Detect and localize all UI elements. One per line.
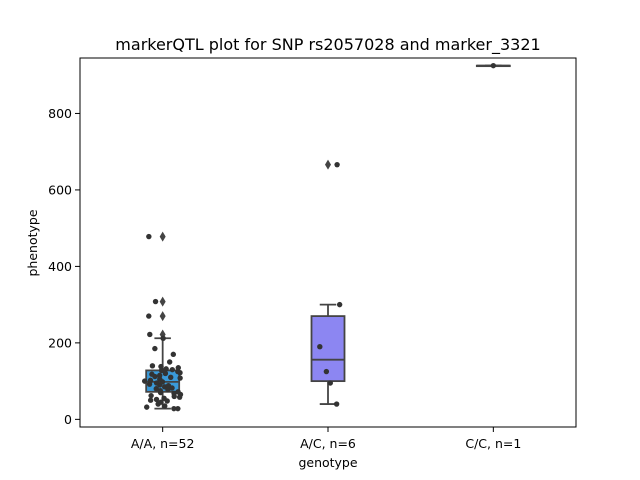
data-point	[148, 392, 154, 399]
data-point	[157, 376, 163, 382]
data-point	[327, 380, 334, 386]
x-tick-label: A/A, n=52	[131, 436, 195, 451]
data-point	[152, 298, 159, 305]
data-point	[146, 233, 152, 240]
data-point	[147, 331, 153, 338]
data-point	[163, 366, 169, 372]
x-tick-label: A/C, n=6	[300, 436, 356, 451]
data-point	[157, 372, 163, 379]
data-point	[158, 363, 164, 370]
data-point	[158, 399, 164, 405]
outlier-marker	[159, 311, 166, 322]
data-point	[490, 62, 497, 69]
x-axis-label: genotype	[298, 455, 357, 470]
data-point	[175, 405, 181, 412]
x-axis: A/A, n=52 A/C, n=6 C/C, n=1	[131, 427, 521, 451]
data-point	[160, 335, 166, 341]
y-tick-label: 200	[48, 335, 72, 350]
data-point	[149, 371, 155, 377]
data-point	[317, 343, 323, 350]
data-point	[323, 368, 330, 375]
data-point	[141, 378, 148, 384]
outlier-marker	[159, 231, 166, 242]
data-point	[336, 301, 343, 308]
y-tick-label: 0	[64, 412, 72, 427]
data-point	[168, 374, 174, 380]
data-point	[334, 161, 340, 168]
data-point	[147, 397, 154, 403]
data-point	[157, 387, 163, 394]
outlier-marker	[159, 296, 166, 307]
data-point	[165, 383, 172, 389]
data-point	[153, 396, 160, 403]
data-point	[169, 366, 176, 373]
data-point	[171, 405, 177, 412]
data-point	[149, 363, 156, 369]
data-point	[153, 386, 159, 392]
y-tick-label: 800	[48, 106, 72, 121]
x-tick-label: C/C, n=1	[465, 436, 521, 451]
data-point	[152, 345, 158, 352]
data-point	[153, 380, 160, 386]
data-point	[170, 351, 177, 358]
y-axis-label: phenotype	[25, 209, 40, 276]
data-point	[144, 404, 150, 410]
data-point	[177, 375, 183, 381]
y-tick-label: 400	[48, 259, 72, 274]
y-tick-label: 600	[48, 182, 72, 197]
data-point	[333, 401, 340, 407]
plot-area	[141, 62, 511, 412]
data-point	[161, 395, 167, 402]
data-point	[175, 389, 181, 395]
chart-title: markerQTL plot for SNP rs2057028 and mar…	[115, 35, 540, 55]
data-point	[147, 377, 154, 384]
y-axis: 0 200 400 600 800	[48, 106, 80, 427]
data-point	[162, 403, 168, 409]
data-point	[166, 359, 173, 365]
data-point	[175, 365, 182, 371]
data-point	[146, 313, 152, 319]
data-point	[162, 370, 169, 377]
outlier-marker	[325, 159, 331, 170]
